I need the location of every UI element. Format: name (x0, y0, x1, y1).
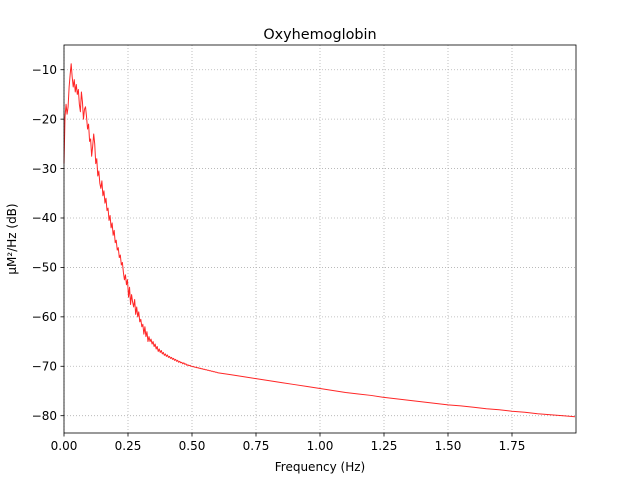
y-tick-label: −80 (32, 409, 57, 423)
x-tick-label: 0.25 (115, 439, 142, 453)
axis-ticks: 0.00 0.25 0.50 0.75 1.00 1.25 1.50 1.75 −10 −20 −3… (32, 63, 526, 453)
y-tick-label: −30 (32, 162, 57, 176)
y-tick-label: −70 (32, 359, 57, 373)
x-tick-label: 1.75 (499, 439, 526, 453)
x-tick-label: 1.25 (371, 439, 398, 453)
y-axis-label: μM²/Hz (dB) (5, 203, 19, 274)
x-tick-label: 0.50 (179, 439, 206, 453)
chart-title: Oxyhemoglobin (263, 27, 376, 43)
x-tick-label: 1.50 (435, 439, 462, 453)
plot-area (63, 63, 576, 418)
x-axis-label: Frequency (Hz) (275, 460, 366, 474)
y-tick-label: −40 (32, 211, 57, 225)
y-tick-label: −50 (32, 261, 57, 275)
x-tick-label: 0.75 (243, 439, 270, 453)
series-line (63, 63, 576, 418)
x-tick-label: 0.00 (51, 439, 78, 453)
grid-lines (63, 45, 576, 433)
y-tick-label: −60 (32, 310, 57, 324)
x-tick-label: 1.00 (307, 439, 334, 453)
y-tick-label: −20 (32, 112, 57, 126)
y-tick-label: −10 (32, 63, 57, 77)
